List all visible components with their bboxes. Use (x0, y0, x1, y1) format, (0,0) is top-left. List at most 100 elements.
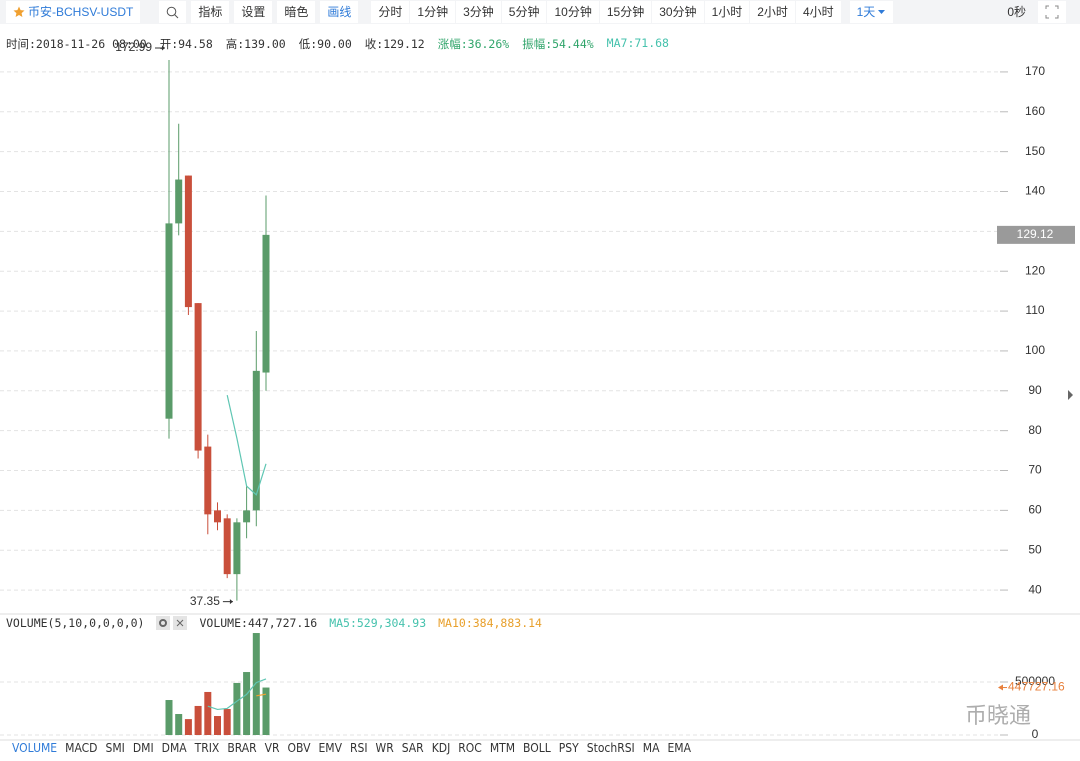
indicator-tab[interactable]: DMI (132, 741, 154, 755)
indicator-tab[interactable]: WR (375, 741, 394, 755)
indicator-tab[interactable]: BOLL (523, 741, 551, 755)
volume-info: VOLUME:447,727.16 (199, 616, 318, 630)
y-tick-label: 150 (1025, 144, 1045, 158)
info-item: 收:129.12 (364, 37, 425, 51)
indicator-tab[interactable]: MTM (489, 741, 516, 755)
y-tick-label: 500000 (1015, 674, 1055, 688)
volume-bar (204, 691, 212, 735)
volume-bar (243, 672, 251, 735)
interval-button[interactable]: 1分钟 (410, 1, 456, 23)
dropdown-icon (878, 10, 886, 14)
y-tick-label: 120 (1025, 263, 1045, 277)
indicator-tab[interactable]: KDJ (431, 741, 451, 755)
annotation-arrow-head (162, 45, 165, 51)
volume-bar (194, 705, 202, 735)
indicator-tab[interactable]: VR (264, 741, 280, 755)
indicator-tab[interactable]: SMI (105, 741, 125, 755)
extreme-label: 172.99 (115, 40, 152, 54)
interval-button[interactable]: 10分钟 (547, 1, 599, 23)
info-item: 低:90.00 (298, 37, 352, 51)
candle-body (214, 510, 221, 523)
y-tick-label: 140 (1025, 184, 1045, 198)
symbol: 币安-BCHSV-USDT (28, 5, 134, 19)
y-tick-label: 40 (1028, 582, 1042, 596)
fullscreen-icon (1045, 5, 1059, 19)
fullscreen-button[interactable] (1038, 1, 1066, 23)
interval-button[interactable]: 4小时 (795, 1, 841, 23)
indicator-tab[interactable]: MACD (65, 741, 98, 755)
candle-body (233, 522, 241, 575)
candle-body (262, 234, 270, 373)
volume-header: VOLUME(5,10,0,0,0,0) VOLUME:447,727.16 MA5… (6, 616, 542, 630)
indicator-tab[interactable]: BRAR (227, 741, 257, 755)
indicator-tab[interactable]: TRIX (194, 741, 220, 755)
countdown-text: 0秒 (1007, 5, 1026, 19)
indicator-tab[interactable]: PSY (558, 741, 579, 755)
indicator-tab[interactable]: VOLUME (12, 741, 58, 755)
volume-bar (165, 700, 173, 735)
tool-button[interactable]: 设置 (234, 1, 273, 23)
intervals: 分时 1分钟 3分钟 5分钟 10分钟 15分钟 30分钟 1小时 2小时 4小时 1天 (371, 1, 894, 23)
search-button[interactable] (159, 1, 187, 23)
extreme-label: 37.35 (190, 594, 220, 608)
annotation-arrow-head (229, 599, 233, 605)
tool-button[interactable]: 指标 (191, 1, 230, 23)
info-item: 振幅:54.44% (522, 37, 594, 51)
indicator-tab[interactable]: EMV (318, 741, 342, 755)
candle-body (165, 223, 173, 419)
collapse-arrow[interactable] (1068, 390, 1073, 400)
volume-bar (252, 633, 260, 735)
volume-info: VOLUME(5,10,0,0,0,0) (6, 616, 145, 630)
volume-bar (214, 716, 221, 735)
indicator-tab[interactable]: ROC (458, 741, 482, 755)
indicator-tab[interactable]: RSI (349, 741, 368, 755)
info-item: 高:139.00 (225, 37, 286, 51)
tool-button[interactable]: 暗色 (277, 1, 316, 23)
indicator-tab[interactable]: StochRSI (586, 741, 635, 755)
indicator-tab[interactable]: MA (642, 741, 660, 755)
y-tick-label: 60 (1028, 503, 1042, 517)
candle-body (175, 179, 183, 224)
indicator-tabs: VOLUME MACD SMI DMI DMA TRIX BRAR VR OBV EMV RSI WR… (12, 741, 691, 755)
y-tick-label: 100 (1025, 343, 1045, 357)
symbol-button[interactable]: 币安-BCHSV-USDT (6, 1, 141, 23)
ma5-line (207, 678, 267, 711)
interval-button[interactable]: 30分钟 (652, 1, 704, 23)
y-tick-label: 0 (1032, 727, 1039, 741)
candle-body (184, 175, 192, 308)
y-tick-label: 160 (1025, 104, 1045, 118)
indicator-tab[interactable]: OBV (287, 741, 311, 755)
candle-body (223, 518, 231, 575)
y-tick-label: 110 (1025, 303, 1044, 317)
candle-body (243, 510, 251, 523)
close-icon[interactable] (173, 616, 188, 630)
tools: 指标 设置 暗色 画线 (191, 1, 363, 23)
gear-icon[interactable] (156, 616, 171, 630)
search-icon (167, 6, 179, 18)
toolbar: 币安-BCHSV-USDT 指标 设置 暗色 画线 分时 1分钟 3分钟 5分钟 10分钟 15… (0, 0, 1080, 24)
indicator-tab[interactable]: EMA (667, 741, 691, 755)
indicator-tab[interactable]: SAR (401, 741, 424, 755)
volume-tools[interactable] (156, 616, 188, 630)
interval-button[interactable]: 1天 (849, 1, 894, 23)
ma7-line (226, 395, 267, 496)
indicator-tab[interactable]: DMA (161, 741, 187, 755)
y-tick-label: 50 (1028, 542, 1042, 556)
current-price: 129.12 (1017, 227, 1054, 241)
interval-button[interactable]: 5分钟 (501, 1, 547, 23)
volume-bar (262, 687, 270, 735)
info-item: MA7:71.68 (606, 36, 669, 50)
interval-button[interactable]: 1小时 (704, 1, 750, 23)
interval-button[interactable]: 分时 (371, 1, 410, 23)
interval-button[interactable]: 2小时 (750, 1, 795, 23)
ma10-line (256, 693, 267, 697)
info-item: 开:94.58 (159, 37, 213, 51)
interval-button[interactable]: 15分钟 (599, 1, 652, 23)
ohlc-info: 时间:2018-11-26 08:00 开:94.58 高:139.00 低:90.0… (6, 36, 669, 52)
interval-button[interactable]: 3分钟 (456, 1, 501, 23)
volume-bar (223, 709, 231, 735)
volume-info: MA5:529,304.93 (329, 616, 427, 630)
tool-button[interactable]: 画线 (320, 1, 359, 23)
